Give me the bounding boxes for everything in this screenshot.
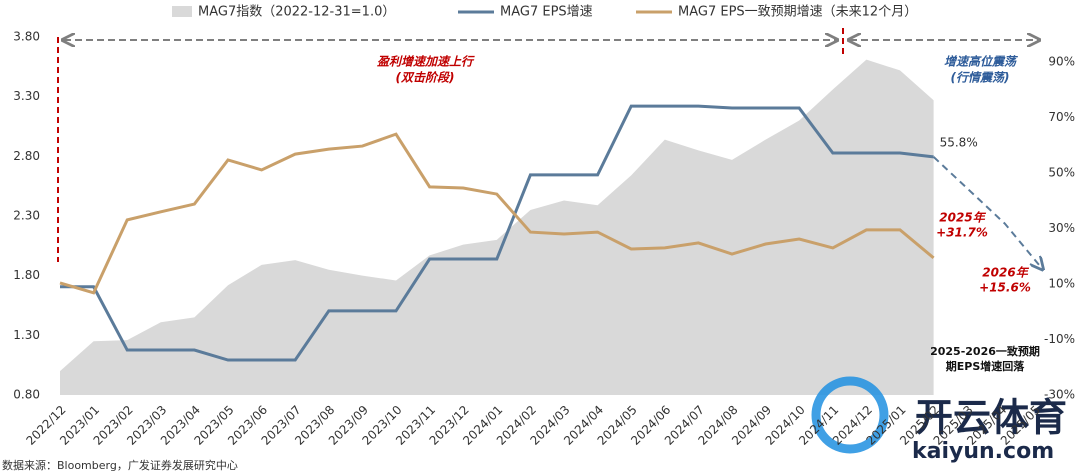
y-tick-label: 0.80	[13, 388, 40, 402]
y2-tick-label: 50%	[1048, 165, 1075, 179]
y2-tick-label: 30%	[1048, 221, 1075, 235]
forecast-label: 2025年	[939, 211, 986, 225]
plot-area	[59, 59, 935, 395]
forecast-arrow	[932, 156, 1042, 269]
watermark-logo	[811, 376, 889, 454]
y2-tick-label: -10%	[1044, 332, 1075, 346]
series-line	[60, 104, 934, 362]
data-label: 55.8%	[940, 135, 978, 149]
y-tick-label: 2.30	[13, 209, 40, 223]
legend-label: MAG7 EPS增速	[500, 5, 593, 20]
y-tick-label: 2.80	[13, 149, 40, 163]
y2-tick-label: 90%	[1048, 54, 1075, 68]
index-area	[60, 59, 934, 395]
forecast-value: +31.7%	[936, 226, 988, 240]
y2-tick-label: -30%	[1044, 388, 1075, 402]
watermark: kaiyun.com	[912, 439, 1054, 464]
watermark: 开云体育	[915, 396, 1067, 440]
annotation: 增速高位震荡	[944, 55, 1018, 69]
annotation: 2025-2026一致预期	[930, 344, 1040, 358]
series-line	[59, 132, 935, 295]
y2-tick-label: 70%	[1048, 110, 1075, 124]
y-tick-label: 3.30	[13, 89, 40, 103]
forecast-label: 2026年	[982, 266, 1029, 280]
source: 数据来源：Bloomberg，广发证券发展研究中心	[2, 458, 238, 472]
legend-label: MAG7 EPS一致预期增速（未来12个月）	[678, 5, 917, 20]
y-tick-label: 1.30	[13, 328, 40, 342]
annotation: (行情震荡)	[951, 71, 1010, 85]
y2-tick-label: 10%	[1048, 276, 1075, 290]
forecast-value: +15.6%	[979, 281, 1031, 295]
annotation: (双击阶段)	[396, 71, 455, 85]
annotation: 期EPS增速回落	[946, 359, 1025, 373]
y-tick-label: 3.80	[13, 30, 40, 44]
y-tick-label: 1.80	[13, 268, 40, 282]
legend-swatch	[172, 6, 192, 17]
legend-label: MAG7指数（2022-12-31=1.0）	[198, 5, 395, 20]
annotation: 盈利增速加速上行	[377, 55, 475, 69]
